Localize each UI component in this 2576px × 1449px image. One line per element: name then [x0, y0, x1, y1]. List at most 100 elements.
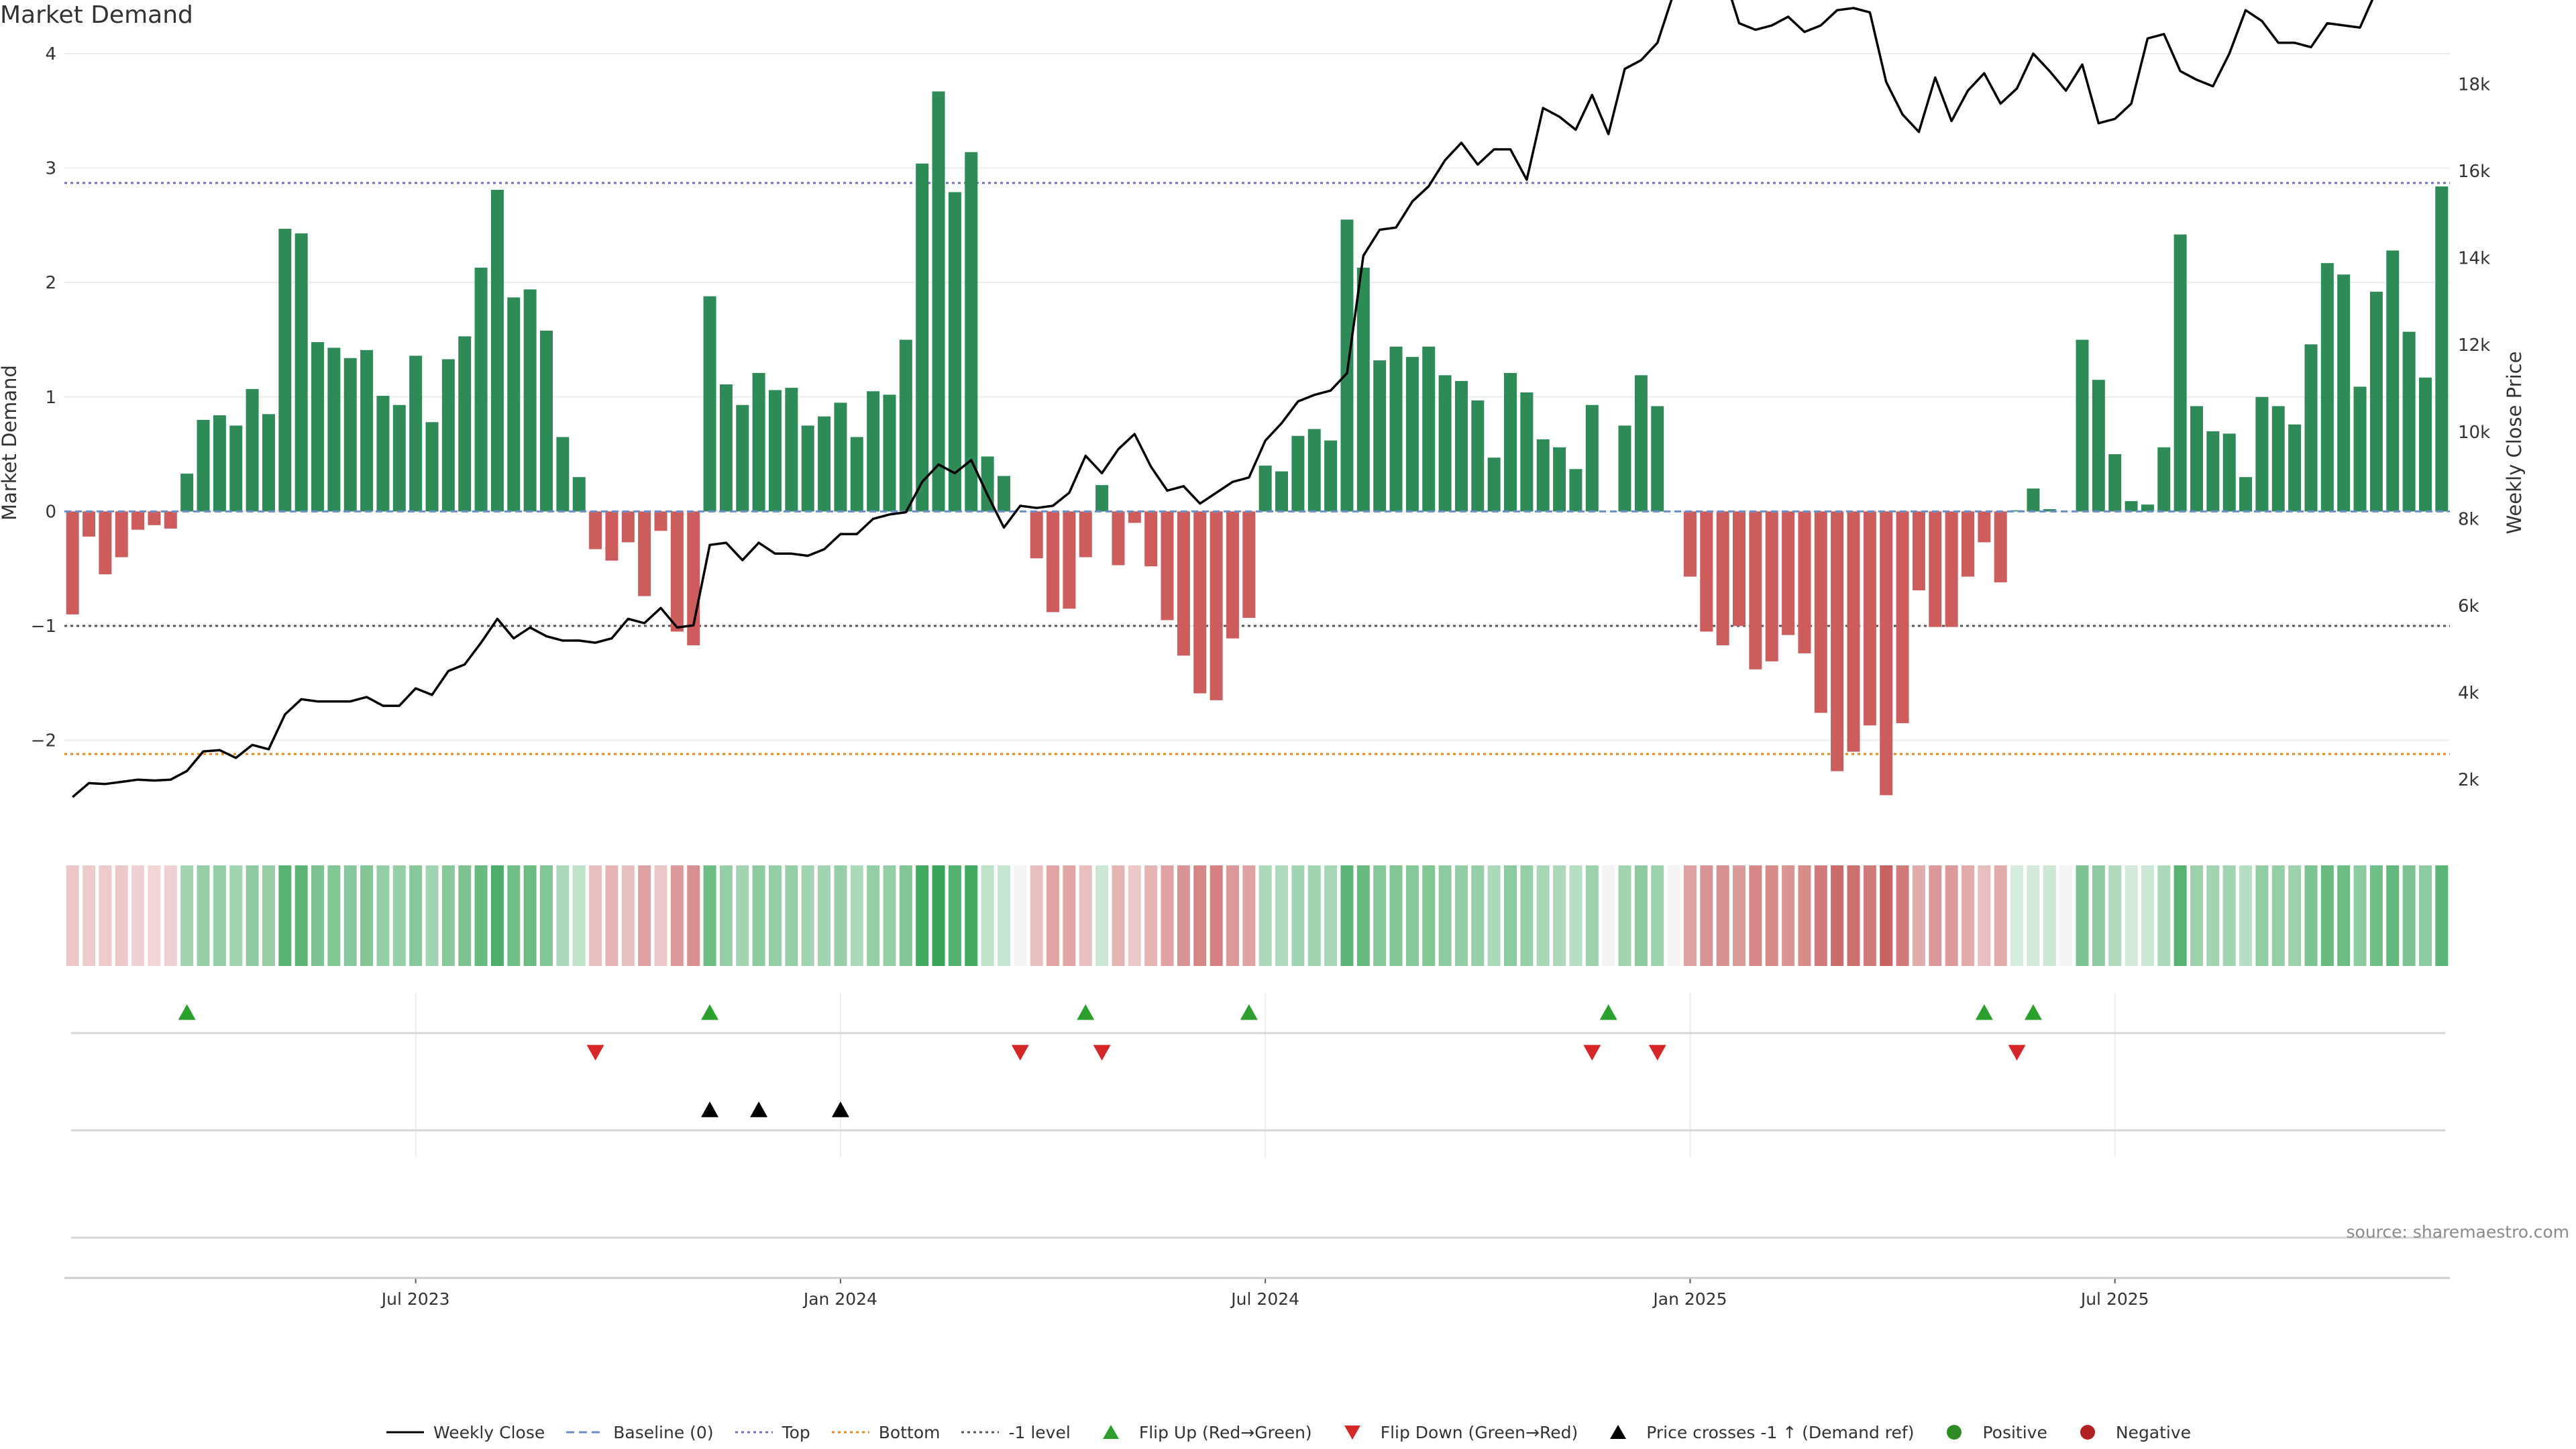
demand-strip-cell: [327, 865, 341, 966]
demand-strip-cell: [1389, 865, 1403, 966]
demand-bar: [997, 476, 1010, 512]
demand-bar: [1307, 429, 1321, 512]
y-tick-label: 0: [45, 502, 56, 522]
demand-strip-cell: [638, 865, 651, 966]
legend-item: Bottom: [830, 1422, 940, 1442]
demand-strip-cell: [2190, 865, 2203, 966]
demand-strip-cell: [1733, 865, 1746, 966]
weekly-close-line: [72, 0, 2374, 798]
demand-bar: [262, 414, 275, 512]
demand-strip-cell: [1128, 865, 1141, 966]
legend-item: Weekly Close: [385, 1422, 545, 1442]
demand-bar: [1128, 511, 1141, 523]
demand-strip-cell: [867, 865, 880, 966]
demand-strip-cell: [818, 865, 831, 966]
demand-bar: [654, 511, 667, 531]
demand-bar: [2304, 344, 2318, 512]
legend-label: -1 level: [1008, 1422, 1071, 1442]
demand-bar: [2418, 377, 2432, 512]
y-tick-label: 1: [45, 388, 56, 408]
legend-item: Flip Up (Red→Green): [1091, 1422, 1312, 1442]
demand-bar: [2271, 406, 2285, 512]
demand-strip-cell: [409, 865, 423, 966]
demand-bar: [2027, 488, 2040, 512]
demand-bar: [752, 372, 765, 512]
demand-bar: [1618, 425, 1631, 512]
demand-strip-cell: [834, 865, 847, 966]
demand-bar: [719, 384, 733, 512]
demand-strip-cell: [997, 865, 1010, 966]
demand-bar: [441, 359, 455, 512]
demand-strip-cell: [572, 865, 586, 966]
demand-bar: [1683, 511, 1697, 577]
demand-strip-cell: [1602, 865, 1615, 966]
demand-bar: [932, 91, 945, 512]
demand-bar: [2255, 396, 2269, 512]
demand-strip-cell: [1258, 865, 1272, 966]
flip-down-marker: [586, 1044, 604, 1061]
legend-swatch: [1102, 1425, 1119, 1439]
demand-strip-cell: [2255, 865, 2269, 966]
demand-strip-cell: [1634, 865, 1648, 966]
demand-bar: [916, 163, 929, 512]
demand-bar: [2402, 331, 2416, 512]
demand-strip-cell: [2435, 865, 2449, 966]
demand-strip-cell: [425, 865, 439, 966]
demand-strip-cell: [1798, 865, 1811, 966]
flip-up-marker: [1599, 1004, 1617, 1020]
demand-bar: [99, 511, 112, 575]
demand-strip-cell: [1651, 865, 1664, 966]
demand-bar: [1880, 511, 1893, 796]
demand-bar: [1945, 511, 1958, 627]
demand-bar: [360, 350, 374, 512]
demand-strip-cell: [2027, 865, 2040, 966]
chart-legend: Weekly Close Baseline (0) Top Bottom -1 leve…: [0, 1422, 2576, 1442]
demand-bar: [2141, 504, 2154, 512]
demand-bar: [621, 511, 635, 543]
demand-strip-cell: [360, 865, 374, 966]
demand-bar: [2092, 380, 2105, 512]
legend-item: Flip Down (Green→Red): [1332, 1422, 1578, 1442]
demand-bar: [83, 511, 96, 537]
demand-strip-cell: [1438, 865, 1452, 966]
demand-strip-cell: [801, 865, 814, 966]
y-tick-label: 4: [45, 44, 56, 64]
price-cross-marker: [701, 1102, 719, 1118]
demand-strip-cell: [1210, 865, 1223, 966]
demand-strip-cell: [99, 865, 112, 966]
demand-strip-cell: [2010, 865, 2024, 966]
demand-strip-cell: [768, 865, 782, 966]
demand-bar: [1210, 511, 1223, 700]
demand-strip-cell: [490, 865, 504, 966]
demand-strip-cell: [2320, 865, 2334, 966]
demand-bar: [1389, 346, 1403, 512]
legend-label: Flip Down (Green→Red): [1380, 1422, 1578, 1442]
demand-strip-cell: [164, 865, 177, 966]
demand-strip-cell: [1553, 865, 1566, 966]
price-cross-marker: [750, 1102, 768, 1118]
demand-strip-cell: [1863, 865, 1876, 966]
demand-strip-cell: [1782, 865, 1795, 966]
demand-strip-cell: [197, 865, 210, 966]
demand-bar: [2174, 234, 2187, 512]
demand-strip-cell: [2386, 865, 2400, 966]
demand-bar: [1177, 511, 1190, 656]
demand-strip-cell: [670, 865, 684, 966]
demand-bar: [246, 388, 259, 512]
y-axis-title: Market Demand: [0, 365, 21, 521]
demand-bar: [343, 358, 357, 512]
demand-strip-cell: [311, 865, 325, 966]
demand-strip-cell: [1079, 865, 1092, 966]
demand-strip-cell: [148, 865, 161, 966]
demand-bar: [131, 511, 145, 530]
demand-bar: [1193, 511, 1207, 694]
demand-bar: [1651, 406, 1664, 512]
demand-strip-cell: [1063, 865, 1076, 966]
demand-strip-cell: [2174, 865, 2187, 966]
demand-strip-cell: [1569, 865, 1582, 966]
demand-bar: [474, 268, 488, 512]
demand-strip-cell: [719, 865, 733, 966]
demand-bar: [392, 405, 406, 512]
demand-strip-cell: [523, 865, 537, 966]
